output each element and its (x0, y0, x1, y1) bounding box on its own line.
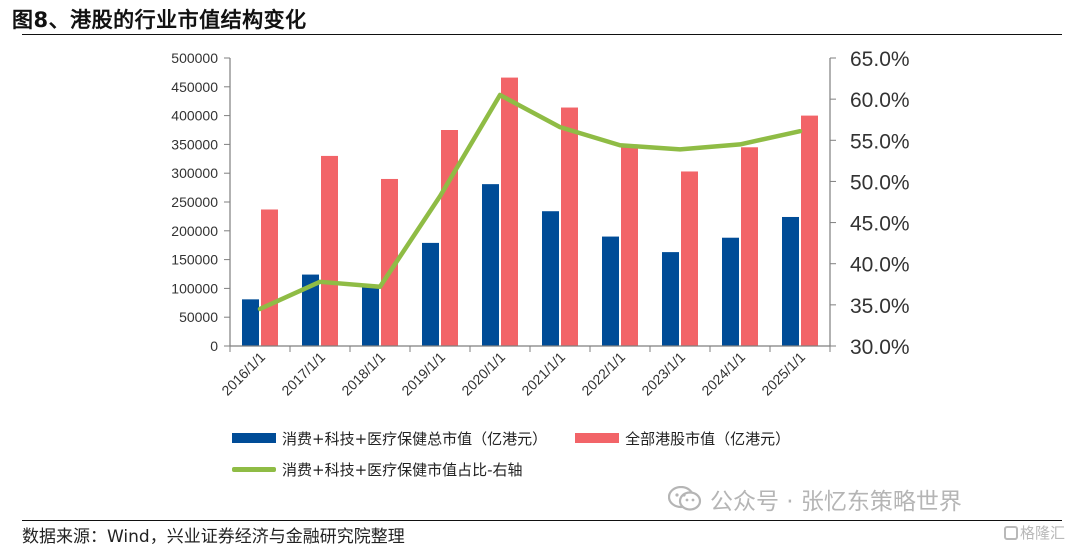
left-tick-label: 500000 (171, 50, 218, 66)
right-tick-label: 50.0% (850, 171, 910, 194)
corner-logo-icon (1004, 526, 1018, 540)
legend-label: 消费+科技+医疗保健市值占比-右轴 (282, 459, 523, 480)
x-tick-label: 2019/1/1 (398, 349, 448, 399)
legend-swatch-blue (232, 433, 276, 443)
bar-total-hk (261, 209, 278, 346)
legend-swatch-red (575, 433, 619, 443)
bar-tech-consumer-health (422, 243, 439, 346)
bar-total-hk (501, 78, 518, 346)
bar-total-hk (321, 156, 338, 346)
x-tick-label: 2023/1/1 (638, 349, 688, 399)
left-tick-label: 300000 (171, 165, 218, 181)
right-tick-label: 60.0% (850, 89, 910, 112)
source-note: 数据来源：Wind，兴业证券经济与金融研究院整理 (22, 522, 405, 547)
wechat-icon (668, 486, 702, 512)
bar-total-hk (561, 108, 578, 346)
corner-watermark-text: 格隆汇 (1020, 522, 1065, 543)
share-line-path (260, 95, 800, 309)
bars (242, 78, 818, 346)
x-tick-label: 2018/1/1 (338, 349, 388, 399)
bar-tech-consumer-health (362, 287, 379, 346)
legend-item-tech-consumer-health: 消费+科技+医疗保健总市值（亿港元） (232, 428, 547, 449)
bar-total-hk (681, 171, 698, 346)
x-tick-label: 2021/1/1 (518, 349, 568, 399)
bar-tech-consumer-health (482, 184, 499, 346)
right-tick-label: 65.0% (850, 48, 910, 71)
x-tick-label: 2017/1/1 (278, 349, 328, 399)
right-tick-label: 45.0% (850, 213, 910, 236)
right-tick-label: 40.0% (850, 254, 910, 277)
corner-watermark: 格隆汇 (1004, 522, 1065, 543)
x-tick-label: 2022/1/1 (578, 349, 628, 399)
legend-item-total-hk: 全部港股市值（亿港元） (575, 428, 790, 449)
left-tick-label: 0 (210, 338, 218, 354)
bar-total-hk (801, 116, 818, 346)
bar-tech-consumer-health (602, 237, 619, 346)
legend-label: 消费+科技+医疗保健总市值（亿港元） (282, 428, 547, 449)
bar-total-hk (441, 130, 458, 346)
left-tick-label: 200000 (171, 223, 218, 239)
left-tick-label: 100000 (171, 280, 218, 296)
left-tick-label: 450000 (171, 79, 218, 95)
wechat-watermark: 公众号 · 张忆东策略世界 (668, 482, 962, 516)
bar-tech-consumer-health (722, 238, 739, 346)
x-tick-label: 2025/1/1 (758, 349, 808, 399)
wechat-watermark-text: 公众号 · 张忆东策略世界 (710, 482, 962, 516)
left-tick-label: 50000 (179, 309, 218, 325)
bar-tech-consumer-health (782, 217, 799, 346)
share-line (260, 95, 800, 309)
left-tick-label: 350000 (171, 136, 218, 152)
bar-tech-consumer-health (542, 211, 559, 346)
left-y-axis: 0 50000 100000 150000 200000 250000 300000 3500… (171, 50, 230, 354)
right-tick-label: 30.0% (850, 336, 910, 359)
bar-total-hk (621, 147, 638, 346)
x-tick-label: 2016/1/1 (218, 349, 268, 399)
legend-label: 全部港股市值（亿港元） (625, 428, 790, 449)
right-tick-label: 35.0% (850, 295, 910, 318)
right-y-axis: 30.0% 35.0% 40.0% 45.0% 50.0% 55.0% 60.0% 65.0% (830, 48, 910, 359)
legend-swatch-green (232, 467, 276, 472)
bar-tech-consumer-health (662, 252, 679, 346)
left-tick-label: 150000 (171, 252, 218, 268)
bar-tech-consumer-health (242, 299, 259, 346)
source-divider (22, 520, 1062, 521)
x-tick-label: 2020/1/1 (458, 349, 508, 399)
left-tick-label: 250000 (171, 194, 218, 210)
bar-total-hk (741, 147, 758, 346)
right-tick-label: 55.0% (850, 130, 910, 153)
legend-item-share-line: 消费+科技+医疗保健市值占比-右轴 (232, 459, 523, 480)
left-tick-label: 400000 (171, 108, 218, 124)
x-tick-label: 2024/1/1 (698, 349, 748, 399)
legend: 消费+科技+医疗保健总市值（亿港元） 全部港股市值（亿港元） 消费+科技+医疗保… (232, 428, 818, 490)
